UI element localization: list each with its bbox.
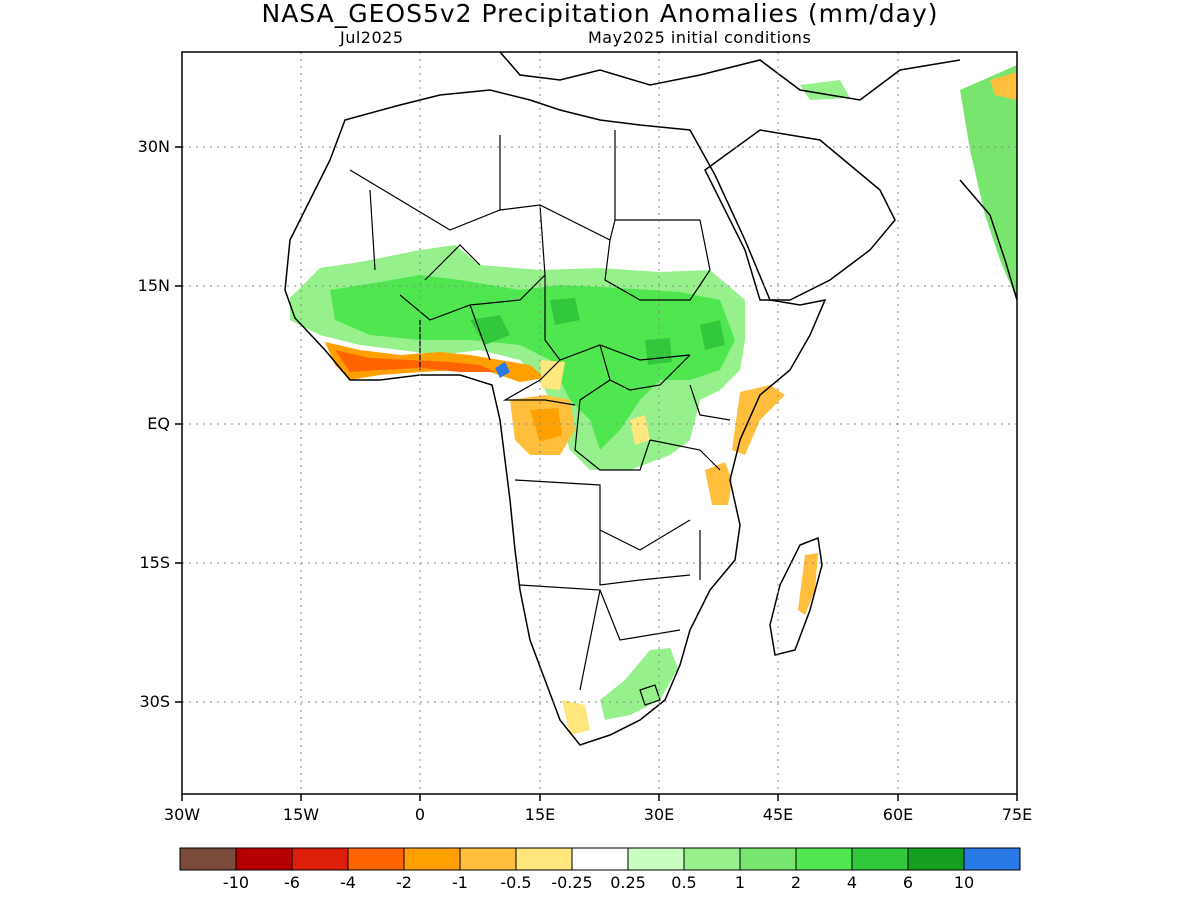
madagascar-dry (798, 553, 818, 615)
colorbar-label: 6 (902, 873, 914, 892)
colorbar-label: 2 (790, 873, 802, 892)
colorbar-swatch (291, 847, 349, 871)
coastlines (284, 52, 1017, 746)
longitude-label: 30W (163, 805, 201, 824)
colorbar-swatch (963, 847, 1021, 871)
longitude-label: 0 (414, 805, 426, 824)
india-coastline (959, 179, 1017, 301)
colorbar-label: 10 (953, 873, 975, 892)
latitude-label: 30S (139, 692, 170, 711)
sahel-wet-core (330, 275, 735, 450)
cameroon-wet-spot (495, 362, 510, 378)
gabon-dry (540, 360, 565, 390)
cape-dry (562, 700, 590, 735)
colorbar-label: 0.25 (610, 873, 646, 892)
colorbar-swatch (403, 847, 461, 871)
colorbar-label: 4 (846, 873, 858, 892)
colorbar-label: -0.25 (551, 873, 593, 892)
colorbar-swatch (851, 847, 909, 871)
lesotho-border (639, 684, 661, 706)
africa-coastline (284, 89, 827, 746)
madagascar-coastline (769, 536, 823, 656)
iran-dry (990, 72, 1017, 100)
colorbar-swatch (179, 847, 237, 871)
colorbar-swatch (739, 847, 797, 871)
longitude-label: 15W (282, 805, 320, 824)
colorbar-label: 1 (734, 873, 746, 892)
colorbar-swatch (459, 847, 517, 871)
colorbar-swatch (347, 847, 405, 871)
colorbar-swatch (627, 847, 685, 871)
congo-dry-core (530, 408, 562, 442)
sahel-wet-max (470, 298, 725, 365)
latitude-label: EQ (147, 414, 170, 433)
lake-victoria-dry (630, 415, 650, 445)
valid-month: Jul2025 (340, 28, 404, 47)
colorbar-swatch (515, 847, 573, 871)
longitude-label: 30E (643, 805, 675, 824)
colorbar-label: -4 (340, 873, 356, 892)
latitude-label: 15S (139, 553, 170, 572)
europe-coastline (499, 52, 961, 101)
latitude-label: 30N (137, 137, 170, 156)
gridlines (182, 52, 1017, 794)
colorbar-label: -6 (284, 873, 300, 892)
arabia-coastline (704, 129, 896, 301)
guinea-coast-dry-core (335, 350, 495, 372)
latitude-label: 15N (137, 276, 170, 295)
south-africa-wet (600, 648, 678, 720)
longitude-label: 60E (882, 805, 914, 824)
somalia-dry (732, 385, 785, 455)
mediterranean-wet (800, 80, 850, 100)
longitude-label: 75E (1001, 805, 1033, 824)
longitude-label: 45E (762, 805, 794, 824)
colorbar-swatch (235, 847, 293, 871)
map-frame (181, 51, 1018, 795)
map-title: NASA_GEOS5v2 Precipitation Anomalies (mm… (261, 0, 939, 28)
initial-conditions: May2025 initial conditions (588, 28, 812, 47)
longitude-label: 15E (524, 805, 556, 824)
country-borders (349, 130, 731, 706)
border-lines (349, 130, 731, 691)
colorbar-label: -10 (222, 873, 250, 892)
axis-ticks (175, 146, 1018, 801)
colorbar-label: -2 (396, 873, 412, 892)
colorbar-swatch (571, 847, 629, 871)
colorbar-swatch (795, 847, 853, 871)
colorbar-swatch (907, 847, 965, 871)
anomaly-fields (290, 65, 1017, 735)
colorbar-label: -0.5 (500, 873, 532, 892)
tanzania-dry (705, 462, 732, 505)
india-wet (960, 65, 1017, 300)
colorbar-swatch (683, 847, 741, 871)
colorbar (179, 847, 1021, 871)
colorbar-label: 0.5 (671, 873, 697, 892)
colorbar-label: -1 (452, 873, 468, 892)
